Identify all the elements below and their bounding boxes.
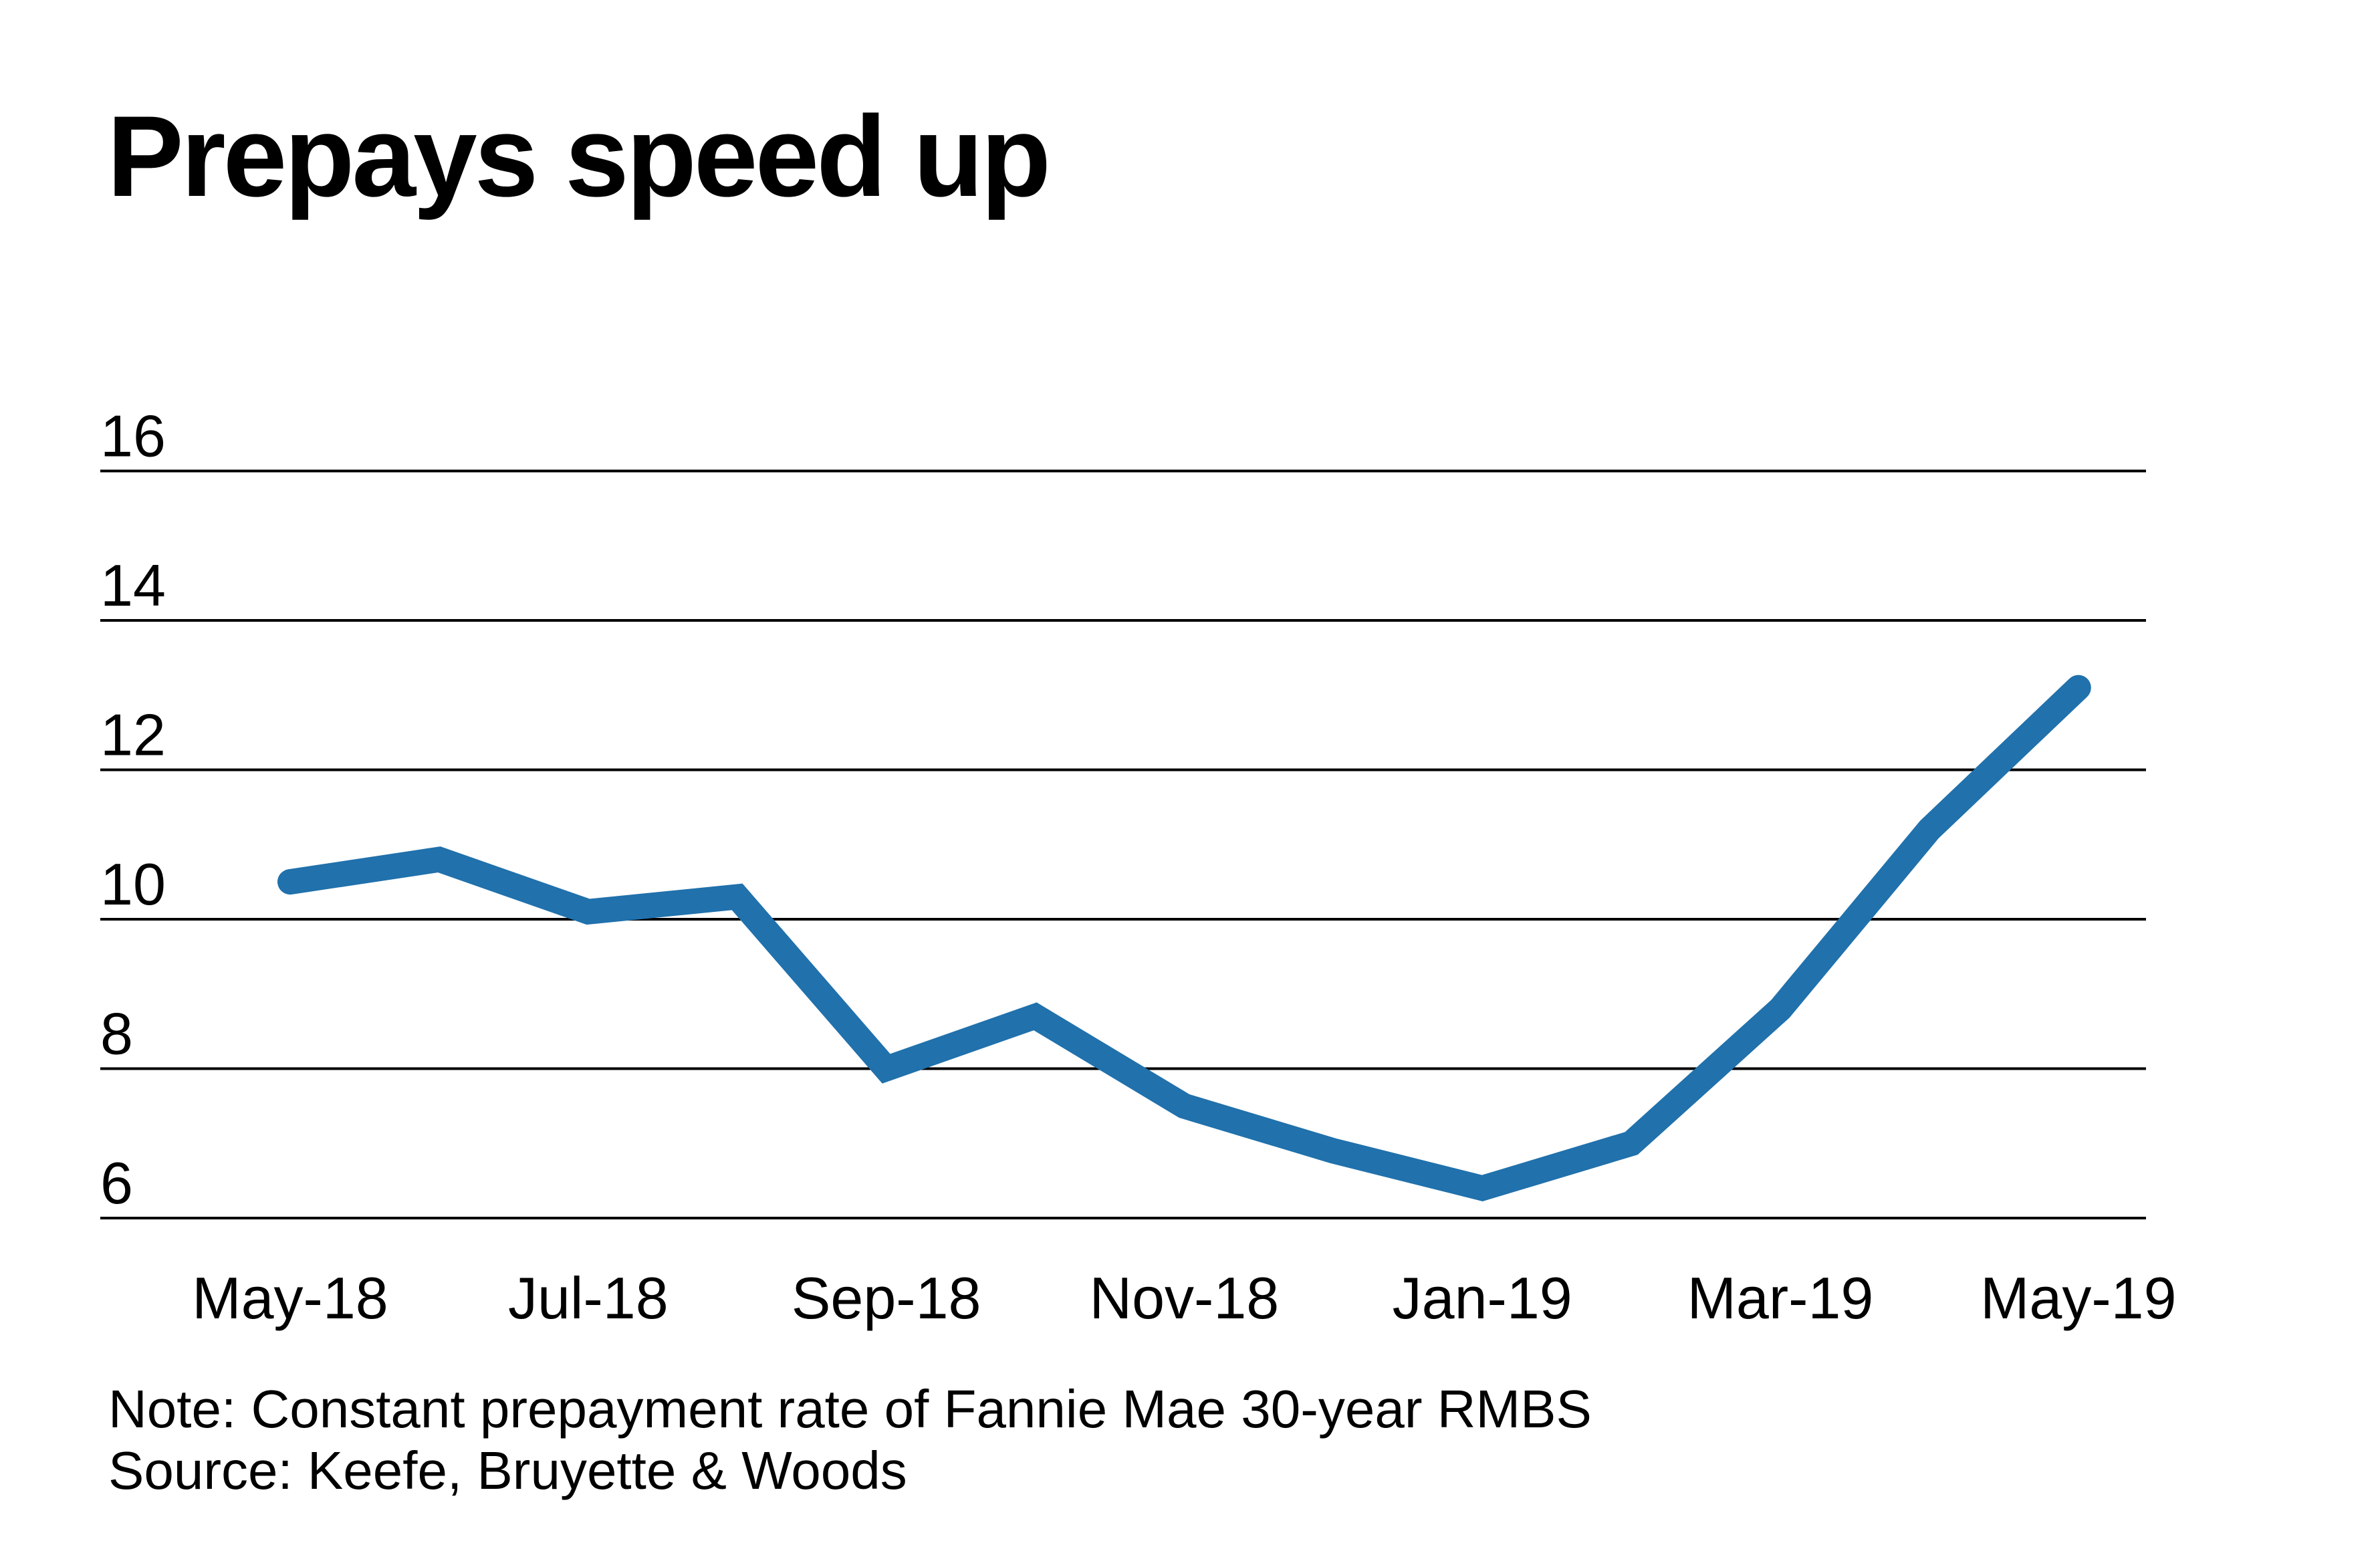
chart-note: Note: Constant prepayment rate of Fannie…	[108, 1379, 1592, 1439]
prepayment-rate-line	[277, 675, 2091, 1202]
x-axis-tick-label: Jul-18	[508, 1265, 669, 1331]
y-axis-tick-label: 14	[100, 552, 166, 618]
chart-title: Prepays speed up	[107, 92, 1051, 221]
y-axis-tick-label: 6	[100, 1150, 133, 1216]
y-axis-tick-label: 12	[100, 702, 166, 768]
chart-source: Source: Keefe, Bruyette & Woods	[108, 1441, 907, 1500]
x-axis-tick-label: Jan-19	[1393, 1265, 1572, 1331]
y-axis-tick-label: 10	[100, 851, 166, 917]
x-axis-tick-label: May-19	[1980, 1265, 2176, 1331]
x-axis-tick-label: Nov-18	[1090, 1265, 1280, 1331]
x-axis-tick-label: Mar-19	[1687, 1265, 1874, 1331]
x-axis-tick-label: Sep-18	[792, 1265, 981, 1331]
x-axis-tick-label: May-18	[192, 1265, 388, 1331]
y-axis-tick-label: 16	[100, 403, 166, 469]
y-axis-tick-label: 8	[100, 1001, 133, 1067]
